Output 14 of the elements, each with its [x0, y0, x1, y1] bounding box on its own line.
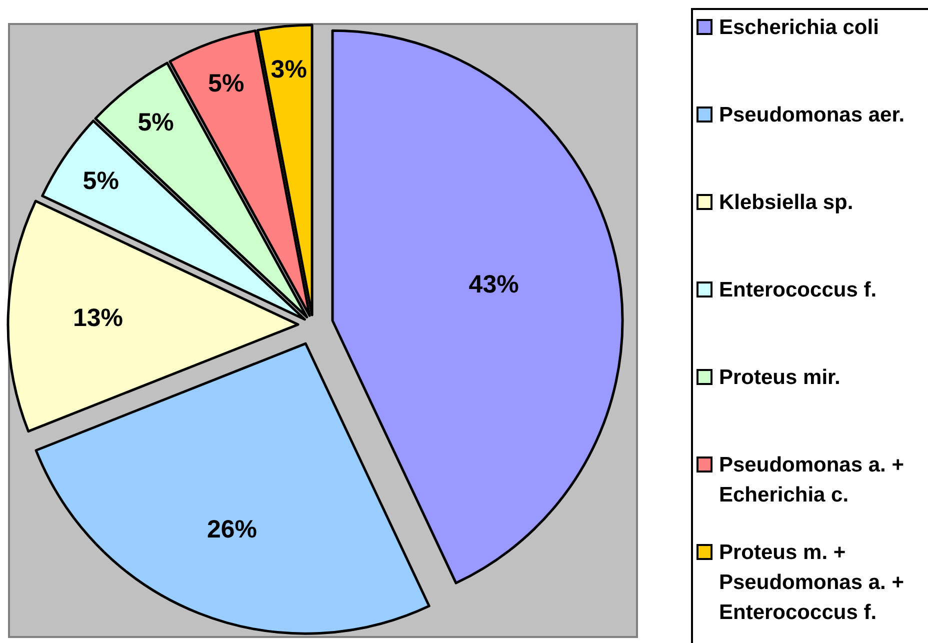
- data-label: 5%: [138, 108, 174, 136]
- legend-label: Proteus m. + Pseudomonas a. + Enterococcus f.: [719, 540, 904, 624]
- data-label: 3%: [270, 56, 307, 84]
- data-label: 13%: [72, 304, 124, 332]
- data-label: 43%: [468, 270, 519, 299]
- legend-label: Pseudomonas aer.: [719, 103, 905, 126]
- data-label: 26%: [206, 516, 257, 544]
- data-label: 5%: [208, 70, 244, 98]
- legend-label: Enterococcus f.: [719, 278, 877, 301]
- legend-label: Escherichia coli: [719, 16, 879, 38]
- data-label: 5%: [82, 166, 119, 195]
- legend-label: Klebsiella sp.: [719, 190, 854, 214]
- legend-label: Pseudomonas a. + Echerichia c.: [719, 453, 904, 506]
- legend-label: Proteus mir.: [719, 366, 840, 388]
